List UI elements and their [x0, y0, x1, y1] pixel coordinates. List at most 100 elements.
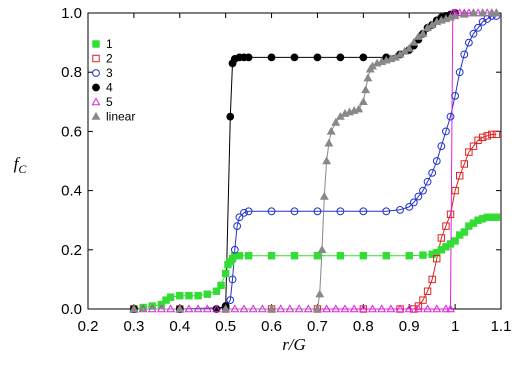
data-point-1 — [139, 303, 147, 312]
data-point-5 — [193, 304, 203, 313]
data-point-3 — [336, 207, 345, 216]
data-point-5 — [413, 304, 423, 313]
data-point-1 — [460, 228, 468, 236]
data-point-linear — [469, 8, 478, 17]
data-point-5 — [257, 304, 267, 313]
data-point-3 — [240, 208, 248, 217]
y-tick-label: 1.0 — [61, 5, 82, 22]
data-point-5 — [340, 304, 350, 313]
data-point-3 — [455, 68, 464, 77]
data-point-5 — [423, 304, 433, 313]
legend-label: 5 — [106, 95, 113, 109]
data-point-5 — [395, 304, 405, 313]
data-point-linear — [129, 304, 139, 313]
data-point-linear — [404, 43, 414, 52]
data-point-5 — [230, 304, 240, 313]
data-point-4 — [226, 112, 235, 121]
x-tick-label: 0.9 — [399, 318, 420, 335]
data-point-3 — [474, 23, 482, 32]
data-point-2 — [478, 133, 487, 142]
series-markers — [129, 8, 501, 313]
series-line-3 — [133, 15, 497, 310]
data-point-linear — [409, 37, 419, 46]
x-tick-label: 0.5 — [215, 318, 236, 335]
data-point-5 — [166, 304, 176, 313]
legend-marker-1 — [92, 40, 100, 48]
data-point-1 — [235, 252, 244, 260]
data-point-5 — [184, 304, 194, 313]
x-tick-label: 1 — [451, 318, 459, 335]
data-point-3 — [437, 142, 446, 151]
data-point-3 — [267, 207, 276, 216]
data-point-linear — [315, 289, 325, 298]
data-point-3 — [414, 192, 423, 201]
legend-label: 1 — [106, 37, 113, 51]
data-point-5 — [303, 304, 313, 313]
y-tick-label: 0.2 — [61, 242, 82, 259]
data-point-3 — [423, 177, 432, 186]
legend-marker-5 — [91, 97, 101, 106]
data-point-1 — [203, 290, 212, 298]
data-point-5 — [138, 304, 148, 313]
legend-label: 3 — [106, 66, 113, 80]
data-point-1 — [382, 252, 390, 260]
data-point-5 — [156, 304, 166, 313]
legend-label: linear — [106, 110, 135, 124]
x-axis-title: r/G — [282, 335, 306, 354]
data-point-4 — [290, 53, 299, 62]
data-point-5 — [386, 304, 396, 313]
data-point-linear — [478, 8, 488, 17]
data-point-5 — [349, 304, 359, 313]
data-point-5 — [285, 304, 295, 313]
x-tick-label: 0.4 — [169, 318, 190, 335]
data-point-1 — [405, 252, 413, 260]
data-point-4 — [267, 53, 276, 62]
x-tick-label: 0.8 — [353, 318, 374, 335]
data-point-2 — [428, 275, 436, 284]
data-point-3 — [359, 207, 368, 216]
legend-marker-2 — [92, 54, 100, 63]
data-point-1 — [290, 252, 299, 260]
data-point-3 — [244, 207, 253, 216]
data-point-5 — [464, 8, 474, 17]
data-point-4 — [313, 53, 322, 62]
data-point-1 — [221, 269, 230, 278]
legend-label: 4 — [106, 81, 113, 95]
data-point-2 — [437, 234, 446, 242]
legend-label: 2 — [106, 52, 113, 66]
y-axis-title: fC — [14, 154, 28, 176]
data-point-1 — [419, 251, 427, 259]
data-point-3 — [428, 168, 437, 177]
data-point-5 — [239, 304, 249, 313]
data-point-5 — [276, 304, 286, 313]
data-point-1 — [194, 291, 202, 300]
data-point-5 — [455, 8, 465, 17]
data-point-linear — [322, 156, 332, 165]
data-point-1 — [359, 252, 368, 260]
data-point-2 — [488, 130, 496, 139]
data-point-2 — [456, 172, 464, 180]
data-point-3 — [228, 275, 237, 284]
data-point-linear — [450, 11, 460, 20]
y-tick-label: 0.0 — [61, 301, 82, 318]
data-point-3 — [382, 207, 391, 216]
legend-marker-4 — [92, 83, 100, 92]
data-point-5 — [377, 304, 387, 313]
data-point-2 — [419, 296, 427, 304]
legend-marker-3 — [92, 69, 100, 77]
x-tick-label: 0.2 — [78, 318, 99, 335]
data-point-3 — [233, 222, 242, 231]
data-point-linear — [175, 304, 185, 313]
data-point-3 — [290, 207, 299, 216]
data-point-1 — [313, 252, 322, 260]
data-point-3 — [469, 29, 478, 38]
data-point-linear — [267, 304, 277, 313]
data-point-linear — [319, 191, 329, 200]
data-point-5 — [147, 304, 157, 313]
data-point-5 — [294, 304, 304, 313]
x-tick-label: 0.7 — [307, 318, 328, 335]
data-point-5 — [368, 304, 377, 313]
y-axis-title-sub: C — [18, 162, 27, 176]
x-tick-label: 1.1 — [491, 318, 512, 335]
